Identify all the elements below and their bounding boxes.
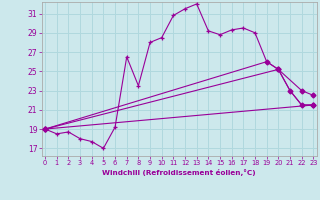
X-axis label: Windchill (Refroidissement éolien,°C): Windchill (Refroidissement éolien,°C): [102, 169, 256, 176]
